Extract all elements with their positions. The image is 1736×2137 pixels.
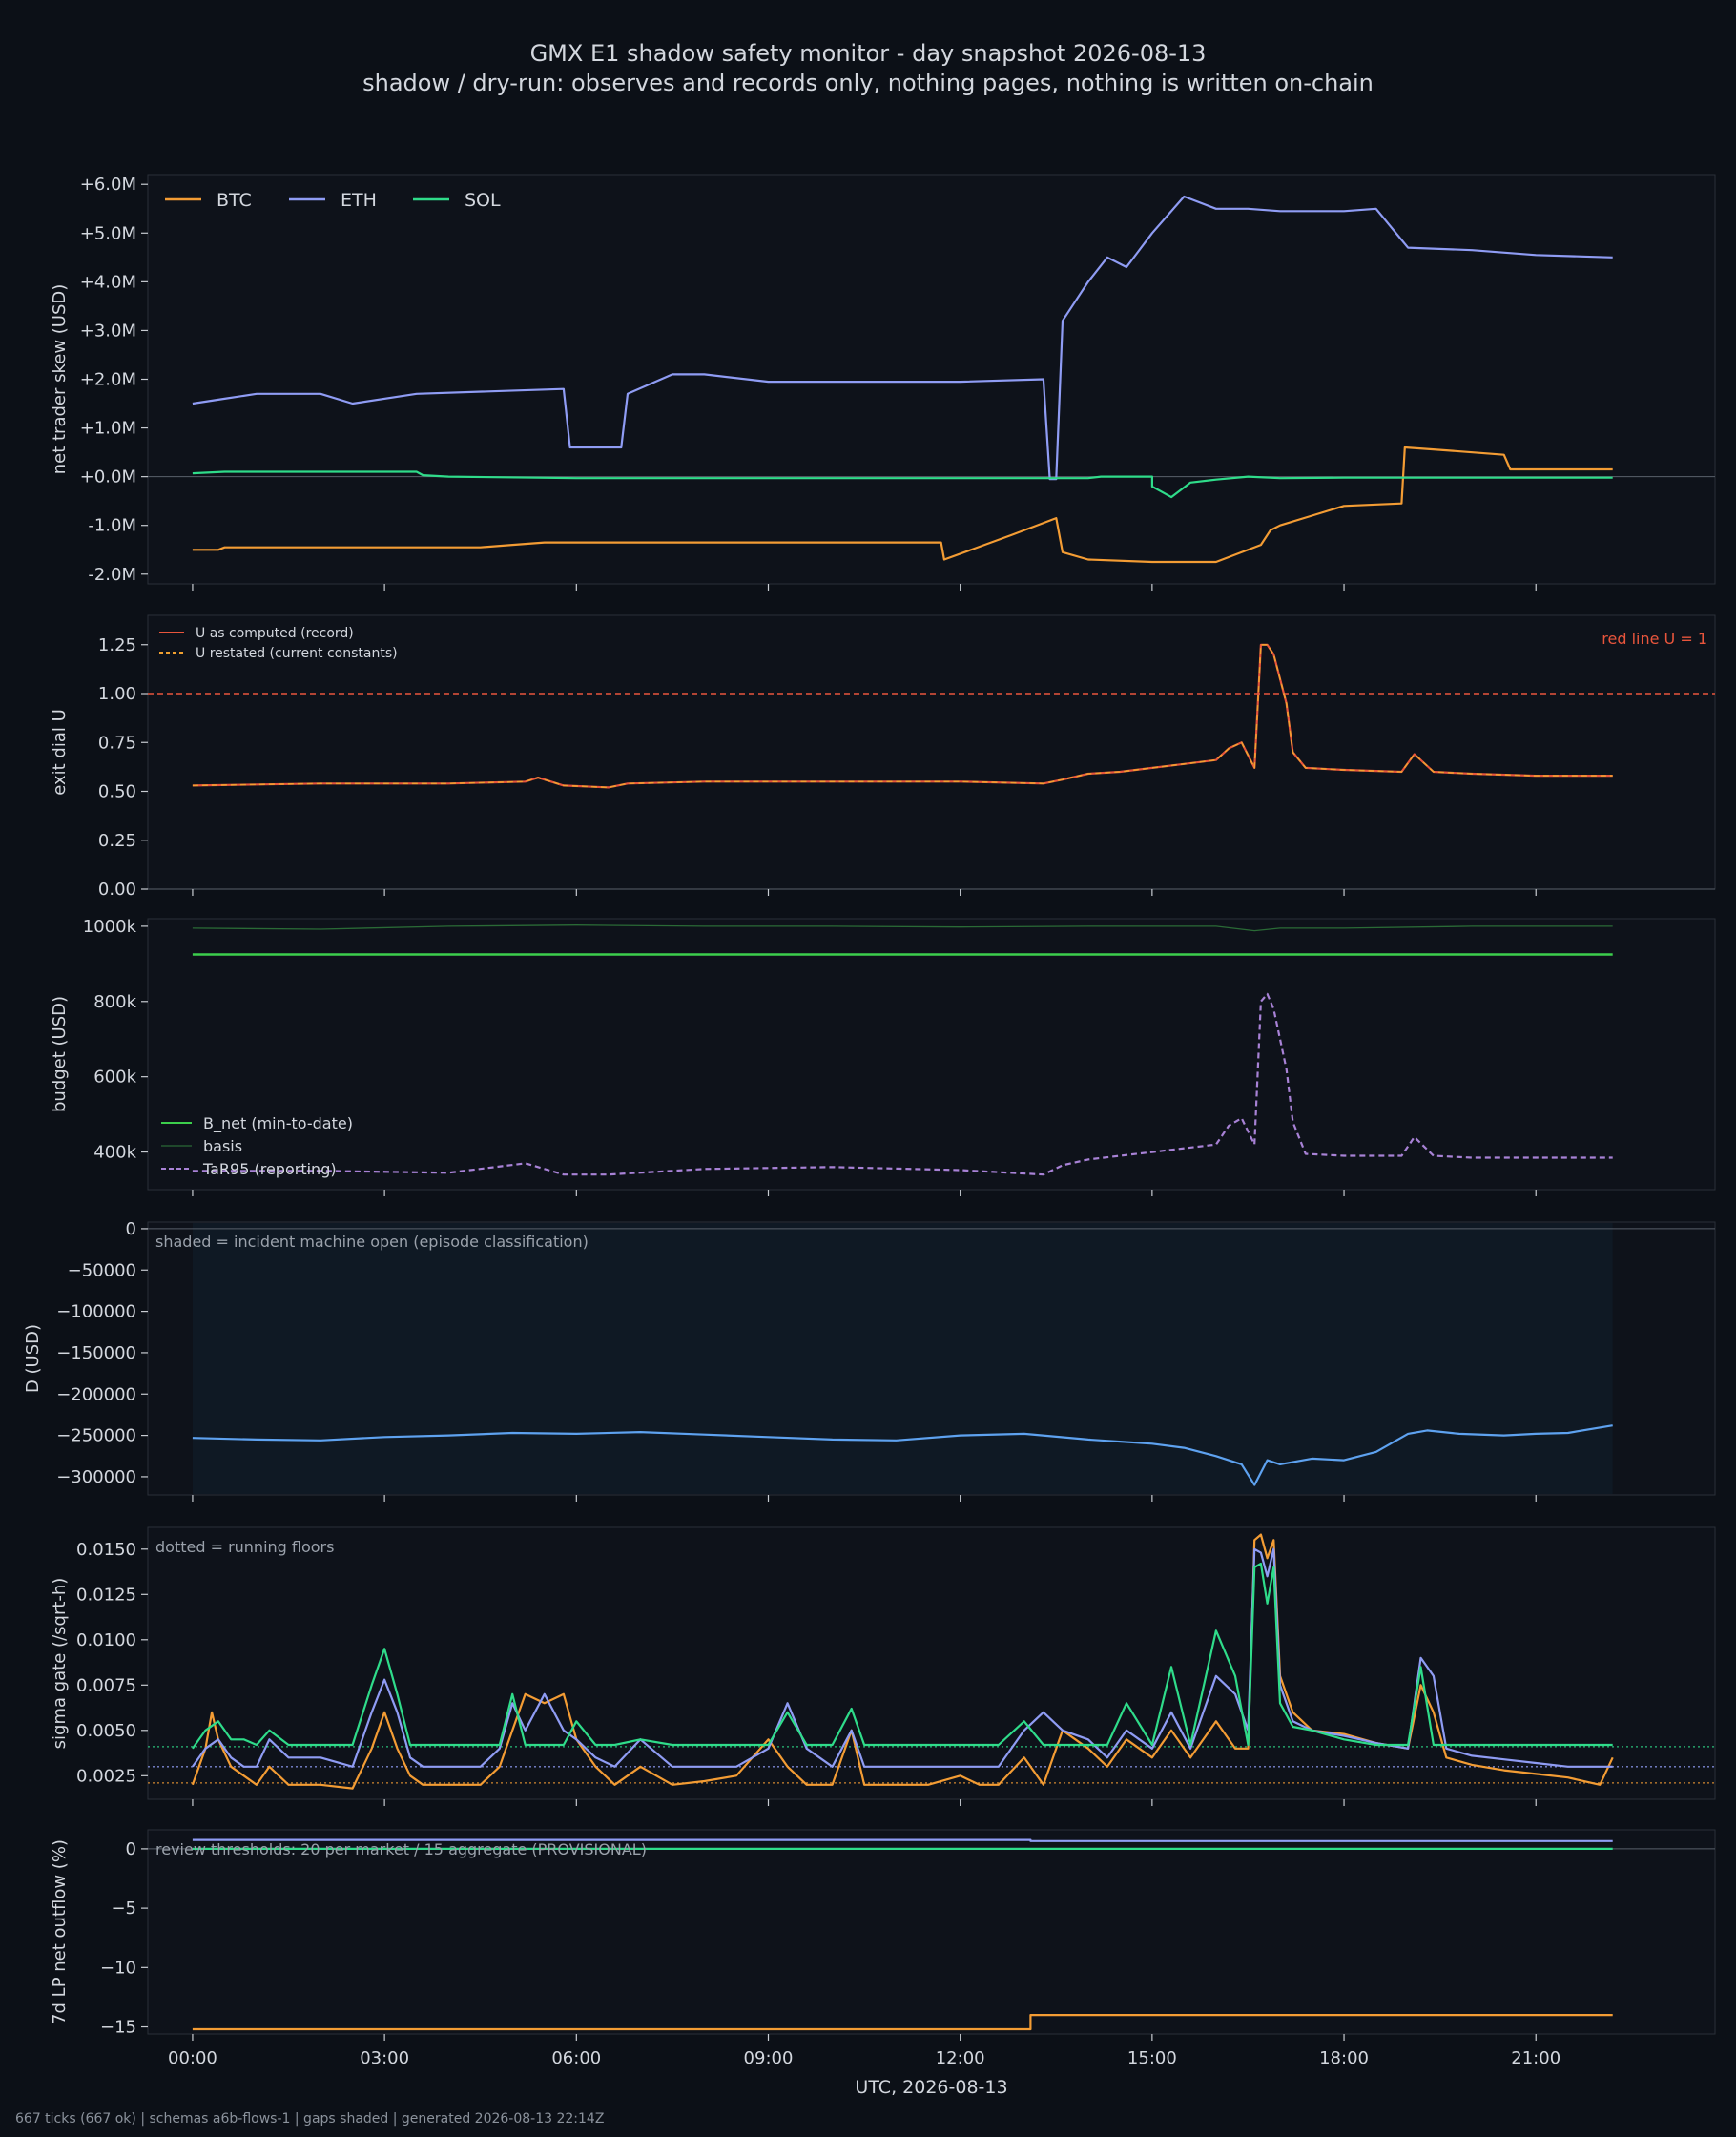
y-tick-label: -1.0M (88, 516, 136, 536)
page-title: GMX E1 shadow safety monitor - day snaps… (529, 40, 1207, 67)
y-tick-label: 0.0025 (76, 1766, 136, 1786)
x-tick-label: 18:00 (1319, 2048, 1369, 2068)
series-line-d (192, 1424, 1613, 1486)
y-tick-label: +3.0M (80, 321, 136, 341)
y-tick-label: −5 (111, 1898, 136, 1919)
legend-label-eth: ETH (341, 190, 377, 211)
y-tick-label: 0.0050 (76, 1721, 136, 1741)
incident-shade (192, 1223, 1613, 1494)
legend-label-tar95-reporting: TaR95 (reporting) (202, 1160, 337, 1178)
y-tick-label: 400k (93, 1143, 136, 1163)
panel-annotation: review thresholds: 20 per market / 15 ag… (155, 1840, 647, 1858)
x-tick-label: 12:00 (936, 2048, 985, 2068)
panel-6: 0 −5 −10 −15 00:00 03:00 06:00 09:00 12:00 15:00 1… (50, 1829, 1716, 2098)
x-tick-label: 09:00 (744, 2048, 794, 2068)
x-tick-label: 15:00 (1127, 2048, 1177, 2068)
y-tick-label: 1.25 (98, 635, 136, 655)
y-tick-label: 0.25 (98, 831, 136, 851)
y-tick-label: 0.50 (98, 782, 136, 802)
y-tick-label: 0.00 (98, 880, 136, 900)
y-tick-label: +4.0M (80, 272, 136, 292)
series-line-sol (192, 470, 1613, 499)
legend-label-b-net-min-to-date: B_net (min-to-date) (203, 1114, 353, 1133)
series-line-btc (192, 446, 1613, 564)
x-tick-label: 21:00 (1511, 2048, 1560, 2068)
x-tick-label: 00:00 (168, 2048, 217, 2068)
series-line-sol (192, 1562, 1613, 1750)
y-tick-label: +1.0M (80, 419, 136, 439)
y-tick-label: 0.0100 (76, 1630, 136, 1650)
redline-annotation: red line U = 1 (1602, 630, 1707, 648)
panel-3: 400k 600k 800k 1000k budget (USD) B_net (min-… (50, 917, 1716, 1196)
panel-4: 0 −50000 −100000 −150000 −200000 −250000 −3000… (23, 1219, 1716, 1502)
y-axis-label: net trader skew (USD) (50, 284, 70, 475)
y-axis-label: sigma gate (/sqrt-h) (50, 1578, 70, 1750)
y-tick-label: +0.0M (80, 467, 136, 488)
y-tick-label: 1.00 (98, 684, 136, 704)
y-tick-label: −200000 (56, 1384, 136, 1404)
y-tick-label: 0 (126, 1219, 136, 1239)
legend-label-sol: SOL (465, 190, 501, 211)
plot-area (147, 1526, 1716, 1800)
y-tick-label: 1000k (83, 917, 137, 937)
y-tick-label: +2.0M (80, 370, 136, 390)
y-axis-label: budget (USD) (50, 996, 70, 1112)
plot-area (147, 614, 1716, 890)
y-tick-label: 0.75 (98, 733, 136, 753)
series-line-btc (192, 2014, 1613, 2031)
x-tick-label: 03:00 (360, 2048, 409, 2068)
panel-5: 0.0025 0.0050 0.0075 0.0100 0.0125 0.0150 sigm… (50, 1526, 1716, 1806)
page-subtitle: shadow / dry-run: observes and records o… (362, 70, 1374, 96)
series-line-tar95-reporting (192, 992, 1613, 1176)
series-line-eth (192, 1547, 1613, 1768)
y-axis-label: D (USD) (23, 1324, 43, 1393)
y-tick-label: −300000 (56, 1467, 136, 1487)
y-tick-label: −15 (100, 2018, 136, 2038)
panel-annotation: dotted = running floors (155, 1538, 334, 1556)
plot-area (147, 1829, 1716, 2035)
legend-label-basis: basis (203, 1137, 242, 1155)
y-tick-label: −100000 (56, 1302, 136, 1322)
y-tick-label: 0.0075 (76, 1675, 136, 1695)
plot-area (147, 918, 1716, 1191)
y-tick-label: -2.0M (88, 565, 136, 585)
panel-annotation: shaded = incident machine open (episode … (155, 1233, 589, 1251)
legend-label-btc: BTC (217, 190, 252, 211)
y-axis-label: 7d LP net outflow (%) (50, 1839, 70, 2024)
y-tick-label: −150000 (56, 1343, 136, 1363)
y-tick-label: 800k (93, 992, 136, 1012)
plot-area (147, 174, 1716, 585)
panel-2: 0.00 0.25 0.50 0.75 1.00 1.25 exit dial U red l… (50, 614, 1716, 900)
y-tick-label: −250000 (56, 1426, 136, 1446)
panel-1: -2.0M -1.0M +0.0M +1.0M +2.0M +3.0M +4.0M +5.0M… (50, 174, 1716, 591)
y-tick-label: −50000 (68, 1260, 136, 1280)
y-tick-label: +6.0M (80, 175, 136, 195)
series-line-eth (192, 1838, 1613, 1842)
legend-label-u-restated-current-constants: U restated (current constants) (196, 646, 398, 661)
y-tick-label: 0.0150 (76, 1540, 136, 1560)
y-axis-label: exit dial U (50, 709, 70, 796)
series-line-u-restated-current-constants (192, 643, 1613, 789)
footer-status: 667 ticks (667 ok) | schemas a6b-flows-1… (15, 2111, 605, 2127)
series-line-basis (192, 924, 1613, 932)
y-tick-label: −10 (100, 1958, 136, 1978)
x-axis-label: UTC, 2026-08-13 (855, 2077, 1007, 2098)
y-tick-label: 600k (93, 1068, 136, 1088)
legend-label-u-as-computed-record: U as computed (record) (196, 626, 354, 641)
y-tick-label: +5.0M (80, 223, 136, 243)
y-tick-label: 0.0125 (76, 1585, 136, 1605)
x-tick-label: 06:00 (551, 2048, 601, 2068)
y-tick-label: 0 (126, 1839, 136, 1859)
